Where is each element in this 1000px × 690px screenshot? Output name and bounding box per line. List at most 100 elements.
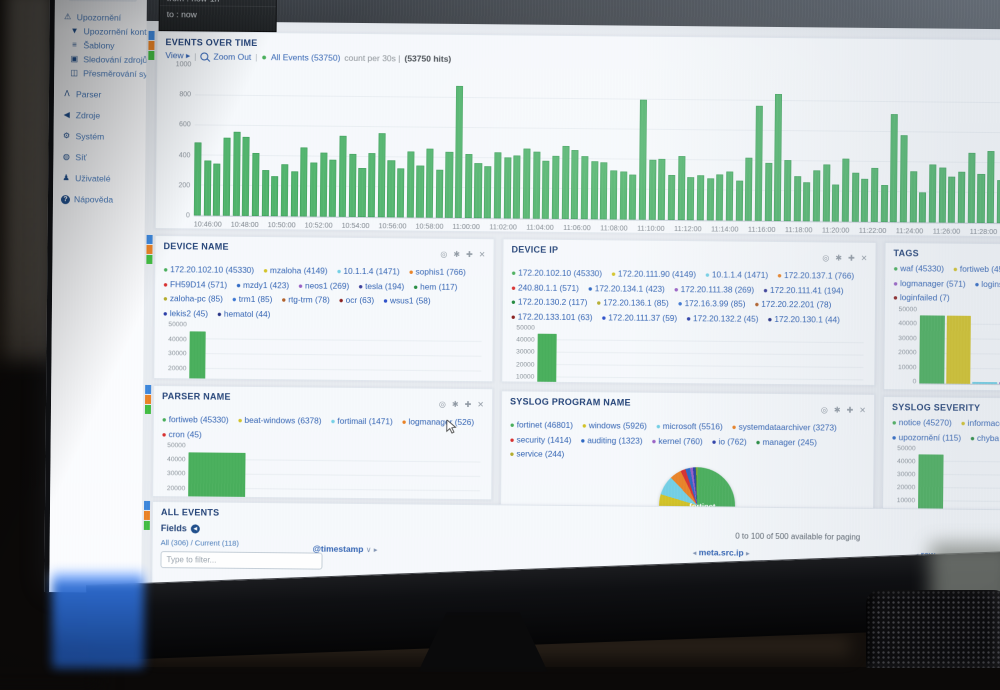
sidebar-item-help[interactable]: ?Nápověda xyxy=(61,194,141,205)
legend-item[interactable]: ●security (1414) xyxy=(510,433,572,447)
inspect-icon[interactable]: ◎ xyxy=(439,400,446,409)
sidebar-item-system[interactable]: ⚙Systém xyxy=(62,131,142,142)
view-menu[interactable]: View ▸ xyxy=(165,50,190,61)
column-header-meta-src-ip[interactable]: ◂ meta.src.ip ▸ xyxy=(693,547,750,558)
configure-icon[interactable]: ✱ xyxy=(453,250,460,259)
sidebar-item-templates[interactable]: ≡Šablony xyxy=(69,40,142,51)
legend-item[interactable]: ●ocr (63) xyxy=(339,294,375,308)
legend-item[interactable]: ●tesla (194) xyxy=(358,279,404,293)
inspect-icon[interactable]: ◎ xyxy=(822,253,829,262)
legend-item[interactable]: ●loginfailed (7) xyxy=(893,291,950,305)
timepicker-to[interactable]: to : now xyxy=(160,5,276,22)
legend-item[interactable]: ●172.20.132.2 (45) xyxy=(686,312,758,326)
legend-item[interactable]: ●trm1 (85) xyxy=(232,293,273,307)
legend-item[interactable]: ●172.20.133.101 (63) xyxy=(511,310,593,324)
legend-item[interactable]: ●zaloha-pc (85) xyxy=(163,292,223,306)
legend-item[interactable]: ●hem (117) xyxy=(413,280,457,294)
move-icon[interactable]: ✚ xyxy=(465,400,472,409)
legend-item[interactable]: ●neos1 (269) xyxy=(298,279,349,293)
configure-icon[interactable]: ✱ xyxy=(834,406,841,415)
remove-icon[interactable]: ✕ xyxy=(477,400,484,409)
legend-item[interactable]: ●informace (4096) xyxy=(961,417,1000,431)
sidebar-item-alert-contexts[interactable]: ▼Upozornění kontexty xyxy=(70,26,143,37)
legend-item[interactable]: ●10.1.1.4 (1471) xyxy=(337,265,400,279)
legend-item[interactable]: ●172.16.3.99 (85) xyxy=(678,297,746,311)
move-icon[interactable]: ✚ xyxy=(466,250,473,259)
legend-item[interactable]: ●172.20.111.90 (4149) xyxy=(611,267,696,281)
legend-item[interactable]: ●rtg-trm (78) xyxy=(281,293,329,307)
legend-item[interactable]: ●upozornění (115) xyxy=(892,431,962,445)
legend-item[interactable]: ●172.20.134.1 (423) xyxy=(588,282,665,296)
legend-item[interactable]: ●fortinet (46801) xyxy=(510,418,573,432)
legend-item[interactable]: ●10.1.1.4 (1471) xyxy=(705,268,768,282)
series-toggle[interactable]: All Events (53750) xyxy=(271,52,341,63)
inspect-icon[interactable]: ◎ xyxy=(440,250,447,259)
sidebar-item-network[interactable]: ◍Síť xyxy=(61,152,141,163)
remove-icon[interactable]: ✕ xyxy=(859,406,866,415)
field-filter-input[interactable] xyxy=(160,551,322,570)
sidebar-item-cropped[interactable] xyxy=(69,0,137,2)
legend-item[interactable]: ●fortiweb (45330) xyxy=(162,413,229,427)
legend-item[interactable]: ●fortiweb (45330) xyxy=(953,263,1000,277)
remove-icon[interactable]: ✕ xyxy=(861,254,868,263)
legend-item[interactable]: ●logmanager (526) xyxy=(402,415,474,429)
sidebar-item-alerts[interactable]: ⚠Upozornění xyxy=(63,12,143,23)
remove-icon[interactable]: ✕ xyxy=(479,250,486,259)
legend-item[interactable]: ●microsoft (5516) xyxy=(656,420,723,434)
legend-item[interactable]: ●windows (5926) xyxy=(582,419,647,433)
move-icon[interactable]: ✚ xyxy=(847,406,854,415)
legend-item[interactable]: ●172.20.136.1 (85) xyxy=(596,296,668,310)
sidebar-item-sources[interactable]: ◀Zdroje xyxy=(62,110,142,121)
legend-item[interactable]: ●172.20.130.1 (44) xyxy=(767,312,839,326)
legend-item[interactable]: ●waf (45330) xyxy=(893,262,944,276)
legend-item[interactable]: ●io (762) xyxy=(712,435,747,449)
move-right-icon[interactable]: ▸ xyxy=(374,545,378,554)
legend-item[interactable]: ●kernel (760) xyxy=(652,434,703,448)
legend-item[interactable]: ●chyba (29) xyxy=(970,431,1000,445)
legend-item[interactable]: ●service (244) xyxy=(509,447,564,461)
legend-item[interactable]: ●fortimail (1471) xyxy=(330,415,392,429)
inspect-icon[interactable]: ◎ xyxy=(821,405,828,414)
row-collapse-tab[interactable] xyxy=(146,235,152,264)
legend-item[interactable]: ●240.80.1.1 (571) xyxy=(511,281,579,295)
legend-item[interactable]: ●hematol (44) xyxy=(217,307,271,321)
program-pie-chart[interactable]: fortinet 71% xyxy=(659,466,736,510)
sidebar-item-source-monitoring[interactable]: ▣Sledování zdrojů xyxy=(69,54,142,65)
legend-item[interactable]: ●FH59D14 (571) xyxy=(163,278,227,292)
configure-icon[interactable]: ✱ xyxy=(835,254,842,263)
collapse-fields-icon[interactable]: ◂ xyxy=(191,524,200,533)
sidebar-item-users[interactable]: ♟Uživatelé xyxy=(61,173,141,184)
legend-item[interactable]: ●172.20.102.10 (45330) xyxy=(511,266,602,280)
column-header-timestamp[interactable]: @timestamp ∨ ▸ xyxy=(313,544,378,555)
sidebar-item-syslog-forwarding[interactable]: ◫Přesměrování syslogu xyxy=(69,68,142,79)
move-right-icon[interactable]: ▸ xyxy=(746,549,750,558)
legend-item[interactable]: ●auditing (1323) xyxy=(580,434,642,448)
legend-item[interactable]: ●172.20.22.201 (78) xyxy=(754,298,831,312)
move-left-icon[interactable]: ◂ xyxy=(693,548,697,557)
row-collapse-tab[interactable] xyxy=(145,385,151,414)
legend-item[interactable]: ●172.20.111.37 (59) xyxy=(601,311,677,325)
legend-item[interactable]: ●172.20.130.2 (117) xyxy=(511,295,587,309)
legend-item[interactable]: ●mzaloha (4149) xyxy=(263,264,328,278)
zoom-out-button[interactable]: Zoom Out xyxy=(213,51,251,61)
legend-item[interactable]: ●cron (45) xyxy=(162,428,202,442)
row-collapse-tab[interactable] xyxy=(144,501,150,530)
legend-item[interactable]: ●systemdataarchiver (3273) xyxy=(732,421,837,436)
legend-item[interactable]: ●lekis2 (45) xyxy=(163,307,208,321)
legend-item[interactable]: ●beat-windows (6378) xyxy=(238,414,322,428)
legend-item[interactable]: ●manager (245) xyxy=(756,435,817,449)
legend-item[interactable]: ●loginsuccess (470) xyxy=(974,277,1000,291)
zoom-out-icon[interactable] xyxy=(200,52,208,60)
legend-item[interactable]: ●172.20.102.10 (45330) xyxy=(163,263,254,277)
legend-item[interactable]: ●mzdy1 (423) xyxy=(236,278,289,292)
legend-item[interactable]: ●172.20.111.38 (269) xyxy=(674,283,754,297)
row-collapse-tab[interactable] xyxy=(148,31,154,60)
legend-item[interactable]: ●172.20.137.1 (766) xyxy=(777,269,854,283)
move-icon[interactable]: ✚ xyxy=(848,254,855,263)
configure-icon[interactable]: ✱ xyxy=(452,400,459,409)
legend-item[interactable]: ●logmanager (571) xyxy=(893,277,965,291)
legend-item[interactable]: ●wsus1 (58) xyxy=(383,294,431,308)
sort-icon[interactable]: ∨ xyxy=(366,545,372,554)
legend-item[interactable]: ●sophis1 (766) xyxy=(409,265,466,279)
legend-item[interactable]: ●notice (45270) xyxy=(892,416,952,430)
